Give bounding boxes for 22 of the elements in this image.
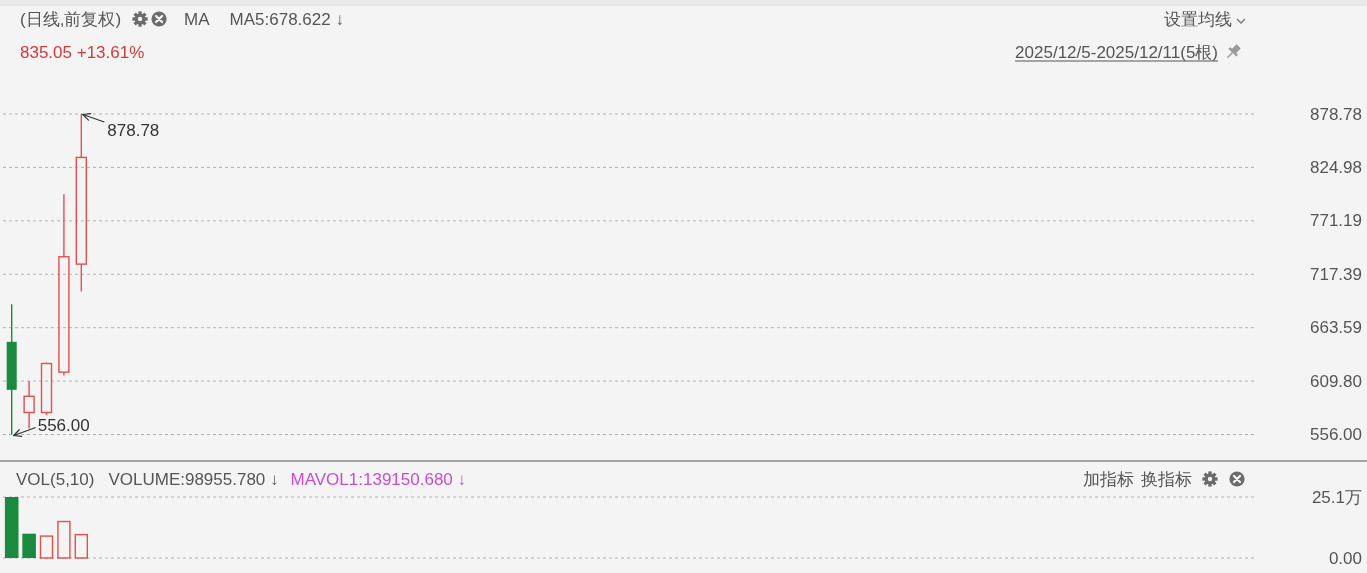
title: (日线,前复权)	[20, 10, 122, 29]
annotation: 835.05 +13.61%	[20, 43, 145, 62]
annotation: VOLUME:98955.780 ↓	[108, 470, 279, 489]
annotation: MA	[184, 10, 210, 29]
label: 换指标	[1141, 470, 1192, 489]
title: VOL(5,10)	[16, 470, 95, 489]
label: 加指标	[1083, 470, 1134, 489]
y-tick-label: 0.00	[1328, 548, 1362, 568]
annotation: MAVOL1:139150.680 ↓	[290, 470, 467, 489]
label: 设置均线	[1164, 10, 1232, 29]
y-tick-label: 878.78	[1310, 104, 1362, 124]
y-tick-label: 824.98	[1310, 157, 1362, 177]
annotation: MA5:678.622 ↓	[229, 10, 344, 29]
y-tick-label: 25.1万	[1311, 487, 1362, 507]
y-tick-label: 609.80	[1310, 371, 1362, 391]
annotation: 878.78	[107, 121, 160, 140]
annotation: 556.00	[37, 415, 90, 435]
label: 2025/12/5-2025/12/11(5根)	[1015, 43, 1218, 62]
y-tick-label: 717.39	[1310, 264, 1362, 284]
y-tick-label: 556.00	[1310, 425, 1362, 444]
y-tick-label: 663.59	[1310, 318, 1362, 338]
y-tick-label: 771.19	[1310, 211, 1362, 231]
